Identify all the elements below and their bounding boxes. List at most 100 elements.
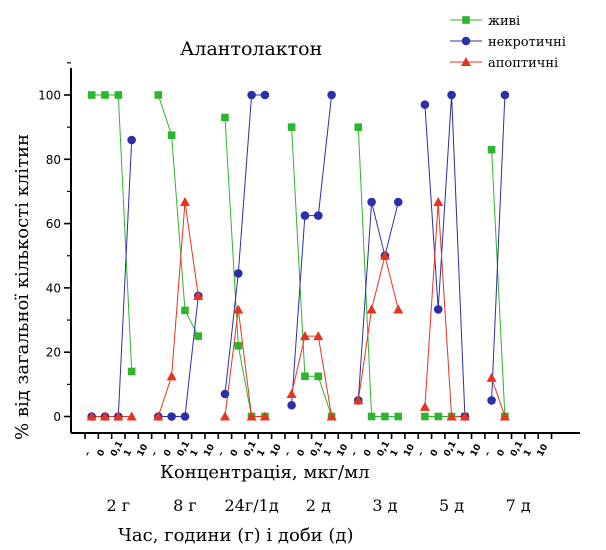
concentration-tick-label: 0 [496,448,508,458]
time-group-label: 3 д [372,496,397,515]
data-point-circle: некротичні: 100 [327,90,336,100]
data-point-triangle: апоптичні: 0 [499,411,510,421]
data-point-triangle: апоптичні: 0 [99,411,110,421]
data-point-circle: некротичні: 100 [260,90,270,100]
data-point-triangle: апоптичні: 33.3 [233,304,244,314]
data-point-triangle: апоптичні: 37.5 [193,290,204,300]
data-point-square: живі: 33 [181,306,189,315]
data-point-triangle: апоптичні: 0 [126,411,137,421]
series-line-1 [491,149,506,417]
data-point-triangle: апоптичні: 0 [219,411,230,421]
y-tick-label: 20 [46,346,61,360]
legend-label: апоптичні [488,56,558,71]
series-line-3 [424,202,465,417]
concentration-tick-label: 0 [96,448,108,458]
data-point-square: живі: 93 [221,113,229,122]
data-point-square: живі: 100 [114,91,123,99]
data-point-square: живі: 22 [234,341,243,350]
data-point-square: живі: 83 [487,145,496,154]
concentration-tick-label: – [416,449,427,458]
data-point-circle: некротичні: 97 [420,100,430,109]
time-group-label: 7 д [506,496,531,515]
data-point-circle: некротичні: 100 [500,90,510,100]
data-point-square: живі: 0 [421,412,429,421]
data-point-triangle: апоптичні: 0 [86,411,97,421]
concentration-tick-label: – [216,449,227,458]
data-point-circle: некротичні: 62.5 [300,211,310,220]
y-tick-label: 100 [38,89,61,103]
series-line-2 [491,94,506,401]
concentration-tick-label: 0 [162,448,174,458]
series-line-2 [424,94,466,417]
concentration-tick-label: 0 [296,448,308,458]
concentration-tick-label: 0,1 [109,440,125,459]
series-line-3 [291,335,333,417]
concentration-tick-label: 0,1 [509,440,525,459]
concentration-tick-label: 0,1 [442,440,458,459]
concentration-tick-label: – [282,449,293,458]
concentration-tick-label: 1 [456,448,468,458]
concentration-tick-label: 10 [136,443,151,459]
legend-label: живі [488,14,520,29]
y-tick-label: 60 [46,217,61,231]
series-line-2 [291,94,333,406]
concentration-tick-label: – [149,449,160,458]
data-point-square: живі: 25 [194,332,203,340]
data-point-circle: некротичні: 100 [247,90,256,100]
data-point-square: живі: 100 [154,91,163,99]
concentration-tick-label: 1 [522,448,534,458]
concentration-tick-label: – [482,449,493,458]
series-line-2 [91,139,133,417]
legend-marker-circle [461,36,471,46]
data-point-triangle: апоптичні: 0 [446,411,457,421]
y-tick-label: 0 [53,410,61,424]
data-point-square: живі: 87.5 [167,131,176,139]
time-axis-label: Час, години (г) і доби (д) [118,525,354,546]
series-line-2 [158,295,199,417]
y-axis-label: % від загальної кількості клітин [12,133,33,440]
data-point-circle: некротичні: 62.5 [313,211,323,220]
data-point-circle: некротичні: 7 [220,389,230,399]
data-point-circle: некротичні: 44.5 [233,269,243,278]
series-line-3 [157,202,199,417]
data-point-triangle: апоптичні: 25 [313,331,324,341]
data-point-circle: некротичні: 33.3 [433,305,443,314]
concentration-tick-label: 10 [336,443,351,459]
time-group-label: 2 д [306,496,331,515]
series-line-3 [357,255,399,401]
series-line-2 [224,94,265,395]
data-point-circle: некротичні: 66.7 [367,197,376,207]
concentration-tick-label: 10 [469,443,484,459]
data-point-square: живі: 0 [394,412,403,421]
series-line-1 [91,94,133,372]
data-point-circle: некротичні: 100 [447,90,456,100]
data-point-triangle: апоптичні: 0 [459,411,470,421]
concentration-tick-label: 10 [269,443,284,459]
data-point-circle: некротичні: 0 [180,412,190,421]
data-point-triangle: апоптичні: 25 [299,331,310,341]
data-point-square: живі: 0 [434,412,443,421]
data-point-triangle: апоптичні: 0 [326,411,337,421]
data-point-triangle: апоптичні: 0 [153,411,164,421]
concentration-tick-label: 0 [429,448,441,458]
concentration-tick-label: 0 [229,448,241,458]
legend-label: некротичні [488,35,566,50]
concentration-tick-label: 10 [202,443,217,459]
series-line-1 [157,94,199,337]
data-point-triangle: апоптичні: 0 [246,411,257,421]
data-point-square: живі: 90 [354,123,363,131]
data-point-square: живі: 12.5 [314,372,323,381]
data-point-triangle: апоптичні: 5 [353,395,364,405]
series-lines [91,94,506,417]
concentration-tick-label: 1 [389,448,401,458]
data-point-square: живі: 12.5 [301,372,309,381]
data-point-triangle: апоптичні: 66.7 [179,197,190,207]
time-group-label: 2 г [106,496,130,515]
data-point-triangle: апоптичні: 3 [419,401,430,411]
time-group-label: 8 г [173,496,197,515]
legend: живі некротичні апоптичні [450,14,566,71]
concentration-tick-label: 1 [122,448,134,458]
concentration-tick-label: 0,1 [242,440,258,459]
